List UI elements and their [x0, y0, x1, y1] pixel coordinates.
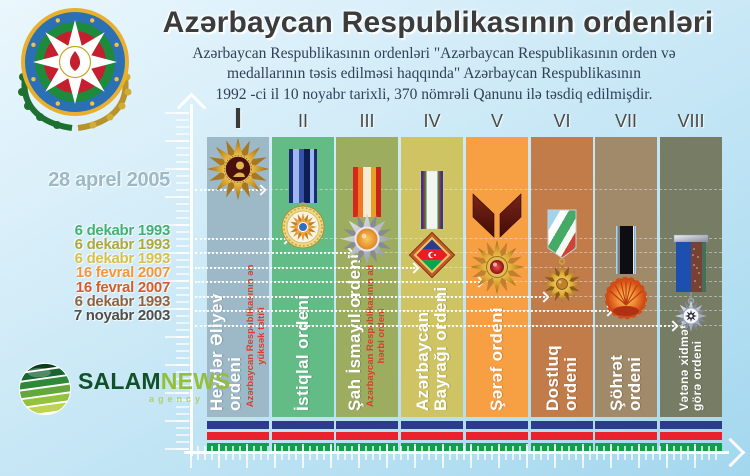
rank-numeral-1: I [233, 103, 243, 135]
date-label: 16 fevral 2007 [75, 279, 171, 296]
flag-stripe-blue [336, 421, 398, 429]
salamnews-wordmark: SALAMNEWS agency [78, 368, 230, 405]
date-label: 28 aprel 2005 [48, 169, 170, 191]
date-label: 6 dekabr 1993 [74, 293, 171, 310]
flag-stripe-blue [401, 421, 463, 429]
connector-line [195, 281, 480, 283]
medal-icon-shah-ismayil-order [333, 167, 401, 273]
logo-salam-text: SALAM [78, 368, 161, 394]
flag-stripe-red [531, 432, 593, 440]
flag-stripe-blue [531, 421, 593, 429]
rank-numeral-8: VIII [677, 111, 705, 131]
connector-line [195, 238, 286, 240]
connector-line [195, 325, 674, 327]
y-axis-line [190, 104, 193, 456]
flag-stripe-red [660, 432, 722, 440]
guide-line [195, 267, 722, 268]
guide-line [195, 189, 722, 190]
flag-stripe-blue [660, 421, 722, 429]
law-description-line: medallarının təsis edilməsi haqqında" Az… [227, 65, 641, 83]
medal-icon-dostluq-order [537, 209, 587, 309]
date-label: 7 noyabr 2003 [73, 307, 170, 324]
law-description: Azərbaycan Respublikasının ordenləri "Az… [126, 44, 742, 105]
logo-news-text: NEWS [160, 368, 231, 394]
flag-stripe-blue [207, 421, 269, 429]
date-label: 6 dekabr 1993 [74, 222, 171, 239]
page-title: Azərbaycan Respublikasının ordenləri [162, 6, 714, 39]
medal-icon-shohrat-order [604, 226, 648, 320]
guide-line [195, 252, 722, 253]
date-label: 6 dekabr 1993 [74, 250, 171, 267]
salamnews-logo: SALAMNEWS agency [14, 358, 230, 420]
flag-stripe-red [207, 432, 269, 440]
medal-icon-istiqlal-order [281, 149, 325, 249]
date-label: 16 fevral 2007 [75, 264, 171, 281]
date-label: 6 dekabr 1993 [74, 236, 171, 253]
medal-illustrations-layer [207, 137, 712, 337]
order-column-dostluq: Dostluq ordeni [531, 137, 593, 451]
guide-line [195, 238, 722, 239]
rank-numeral-2: II [297, 111, 308, 131]
law-description-line: Azərbaycan Respublikasının ordenləri "Az… [192, 45, 676, 62]
flag-stripe-red [401, 432, 463, 440]
salamnews-sphere-icon [16, 360, 74, 418]
medal-icon-azerbaijan-flag-order [408, 170, 456, 279]
rank-numeral-4: IV [423, 111, 441, 131]
flag-stripe-blue [466, 421, 528, 429]
flag-stripe-blue [595, 421, 657, 429]
connector-line [195, 310, 609, 312]
azerbaijan-coat-of-arms-icon [18, 8, 132, 131]
rank-numeral-3: III [359, 111, 375, 131]
y-axis-major-ticks [165, 112, 189, 450]
connector-line [195, 267, 415, 269]
rank-numeral-6: VI [553, 111, 571, 131]
medal-icon-service-to-motherland-order [670, 234, 712, 337]
flag-stripe-blue [272, 421, 334, 429]
logo-agency-text: agency [148, 394, 204, 404]
rank-numeral-5: V [490, 111, 503, 131]
connector-line [195, 296, 545, 298]
flag-stripe-red [336, 432, 398, 440]
x-axis-major-ticks [190, 444, 722, 468]
medal-icon-heydar-aliyev-order [207, 137, 279, 210]
law-description-line: 1992 -ci il 10 noyabr tarixli, 370 nömrə… [215, 85, 653, 103]
rank-numeral-7: VII [614, 111, 637, 131]
medal-icon-sharaf-order [461, 193, 533, 303]
flag-stripe-red [466, 432, 528, 440]
flag-stripe-red [595, 432, 657, 440]
flag-stripe-red [272, 432, 334, 440]
connector-line [195, 252, 350, 254]
